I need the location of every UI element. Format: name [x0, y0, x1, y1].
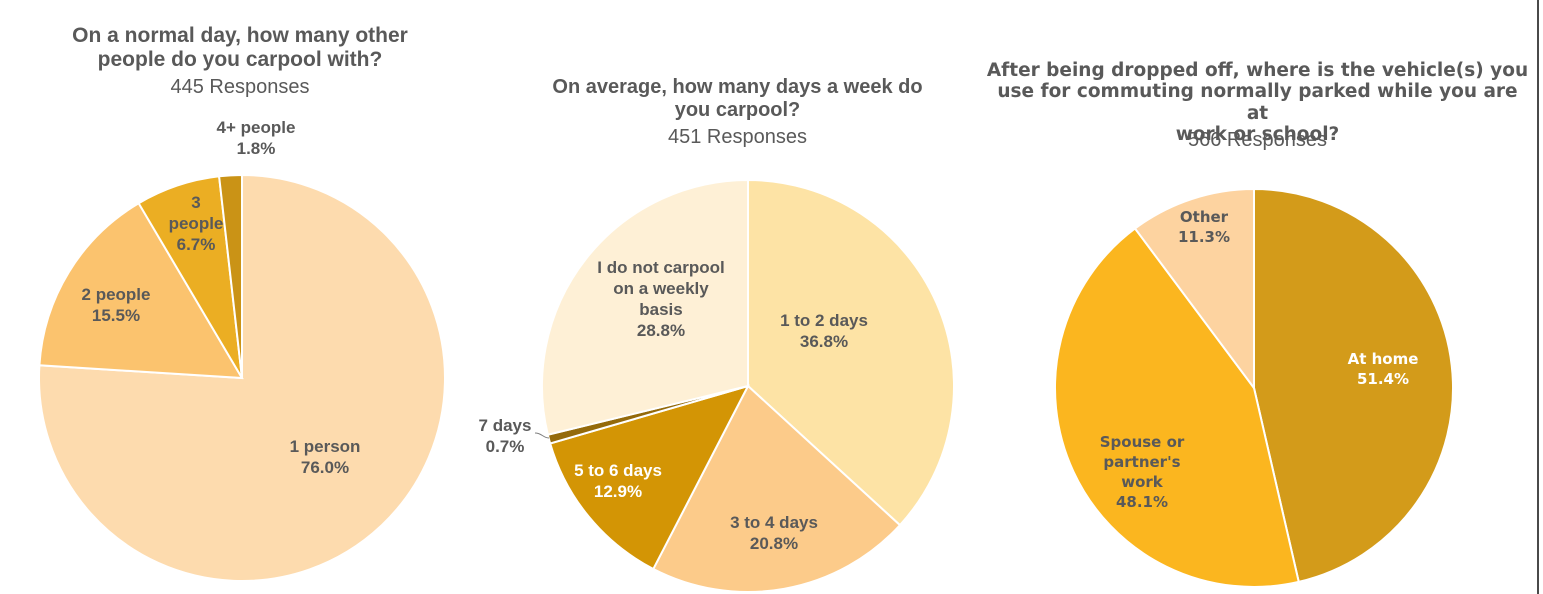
- pie1-label-3-line-1: 1.8%: [237, 139, 276, 158]
- pie1-slice-4-people: [217, 173, 243, 379]
- chart1-subtitle: 445 Responses: [170, 76, 310, 98]
- chart2-title-line-1: On average, how many days a week do: [552, 76, 923, 98]
- chart2-title: On average, how many days a week do you …: [520, 76, 955, 122]
- pie1-label-1-line-0: 2 people: [82, 285, 151, 304]
- pie2-label-4-line-2: basis: [639, 300, 682, 319]
- pie1-label-0-line-1: 76.0%: [301, 458, 349, 477]
- pie2-slice-3-to-4-days: [651, 384, 902, 593]
- pie3-label-1-line-0: Spouse or: [1100, 433, 1185, 451]
- pie-chart-1: [38, 173, 446, 582]
- pie3-label-0-line-0: At home: [1348, 350, 1419, 368]
- chart1-title-line-2: people do you carpool with?: [97, 48, 383, 72]
- pie2-slice-1-to-2-days: [747, 178, 955, 527]
- pie-chart-2: [541, 178, 955, 593]
- pie1-label-3-line-0: 4+ people: [217, 118, 296, 137]
- pie2-label-2-line-0: 5 to 6 days: [574, 461, 662, 480]
- pie1-label-3: 4+ people 1.8%: [217, 118, 296, 158]
- pie2-slice-5-to-6-days: [548, 384, 750, 571]
- pie3-label-2-line-0: Other: [1180, 208, 1229, 226]
- chart3-title-line-1: After being dropped off, where is the ve…: [986, 60, 1529, 81]
- pie1-label-1: 2 people 15.5%: [82, 285, 151, 325]
- chart1-title-line-1: On a normal day, how many other: [72, 24, 408, 47]
- pie2-label-1: 3 to 4 days 20.8%: [730, 513, 818, 553]
- pie3-label-0: At home 51.4%: [1348, 350, 1419, 388]
- pie2-leader-line-7-days: [534, 432, 550, 439]
- pie2-label-3: 7 days 0.7%: [479, 416, 532, 456]
- pie3-label-2: Other 11.3%: [1178, 208, 1230, 246]
- pie3-label-1: Spouse or partner's work 48.1%: [1100, 433, 1185, 511]
- pie2-label-2-line-1: 12.9%: [594, 482, 642, 501]
- pie3-label-1-line-2: work: [1121, 473, 1164, 491]
- pie1-label-2-line-2: 6.7%: [177, 235, 216, 254]
- pie2-label-1-line-0: 3 to 4 days: [730, 513, 818, 532]
- pie-chart-3: [1054, 187, 1454, 588]
- pie3-label-1-line-1: partner's: [1103, 453, 1180, 471]
- pie2-slice-i-do-not-carpool-on-a-weekly-basis: [541, 178, 749, 436]
- pie1-label-2-line-1: people: [169, 214, 224, 233]
- pie2-label-0: 1 to 2 days 36.8%: [780, 311, 868, 351]
- chart1-title: On a normal day, how many other people d…: [20, 24, 460, 73]
- pie2-label-4-line-3: 28.8%: [637, 321, 685, 340]
- pie1-label-2: 3 people 6.7%: [169, 193, 224, 254]
- pie2-label-3-line-0: 7 days: [479, 416, 532, 435]
- chart2-subtitle: 451 Responses: [668, 126, 807, 148]
- pie2-label-1-line-1: 20.8%: [750, 534, 798, 553]
- pie3-label-2-line-1: 11.3%: [1178, 228, 1230, 246]
- pie3-slice-other: [1133, 187, 1255, 392]
- pie3-slice-spouse-or-partner-s-work: [1054, 227, 1300, 588]
- pie2-label-0-line-0: 1 to 2 days: [780, 311, 868, 330]
- chart3-title-line-2: use for commuting normally parked while …: [997, 81, 1518, 124]
- chart3-subtitle: 566 Responses: [1188, 129, 1327, 151]
- pie2-label-4-line-1: on a weekly: [613, 279, 709, 298]
- pie2-label-2: 5 to 6 days 12.9%: [574, 461, 662, 501]
- pie2-label-4-line-0: I do not carpool: [597, 258, 725, 277]
- pie1-label-1-line-1: 15.5%: [92, 306, 140, 325]
- pie2-label-3-line-1: 0.7%: [486, 437, 525, 456]
- pie3-slice-at-home: [1253, 187, 1454, 584]
- pie1-label-0-line-0: 1 person: [290, 437, 361, 456]
- pie1-label-2-line-0: 3: [191, 193, 200, 212]
- pie1-label-0: 1 person 76.0%: [290, 437, 361, 477]
- pie3-label-0-line-1: 51.4%: [1357, 370, 1409, 388]
- chart3-title-line-3: work or school?: [1175, 123, 1340, 145]
- frame-border: [1537, 0, 1539, 594]
- chart3-title: After being dropped off, where is the ve…: [985, 60, 1530, 145]
- pie2-label-0-line-1: 36.8%: [800, 332, 848, 351]
- chart2-title-line-2: you carpool?: [674, 99, 801, 122]
- pie2-label-4: I do not carpool on a weekly basis 28.8%: [597, 258, 725, 340]
- pie3-label-1-line-3: 48.1%: [1116, 493, 1168, 511]
- pie1-slice-2-people: [38, 201, 244, 380]
